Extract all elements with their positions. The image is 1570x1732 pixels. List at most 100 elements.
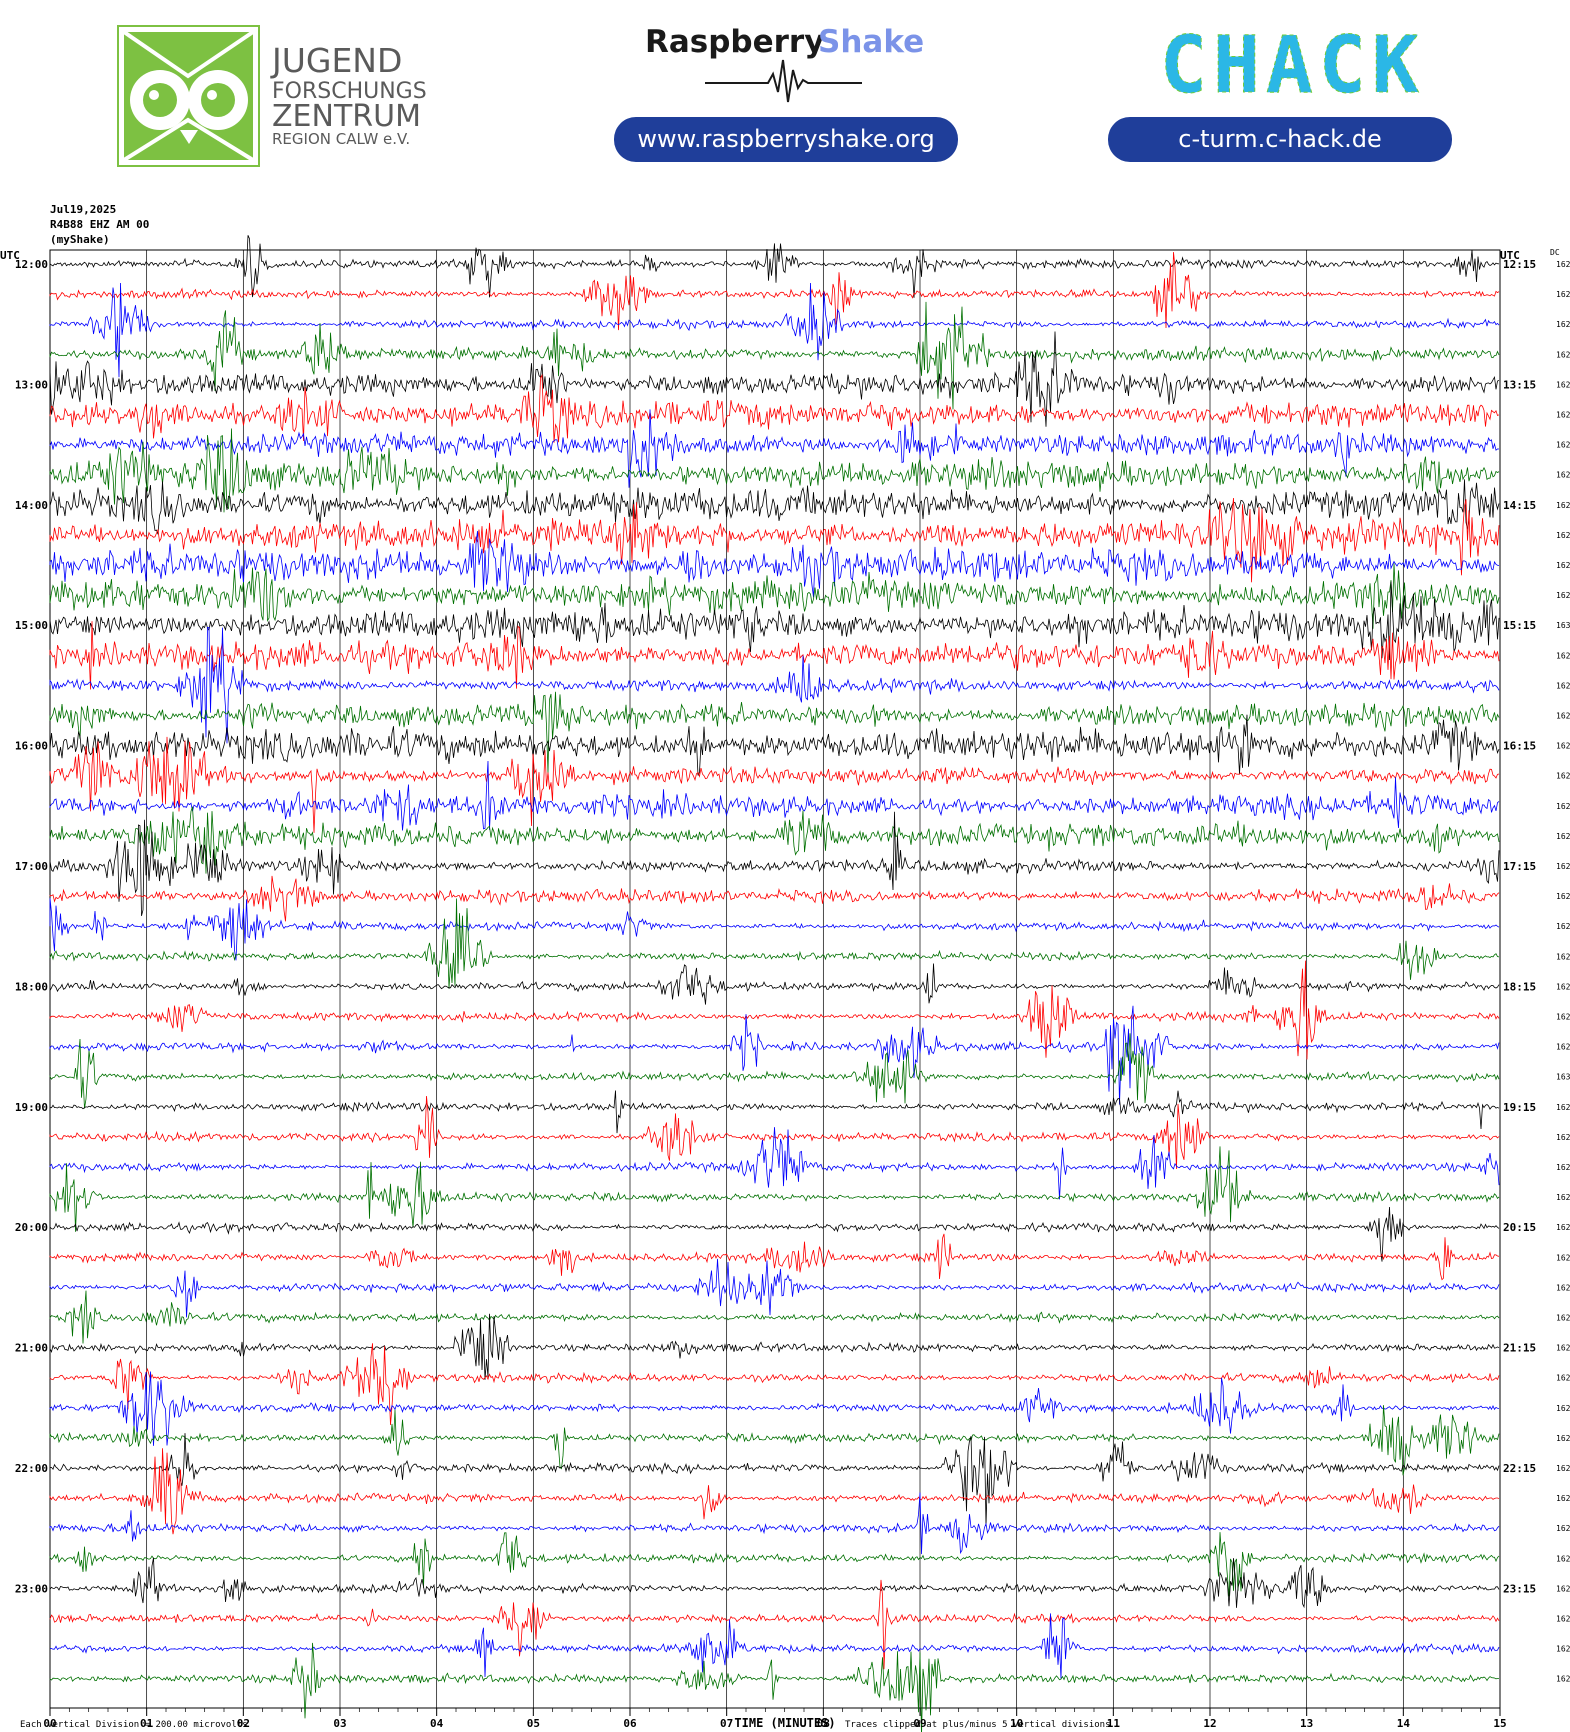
trace-line — [49, 1313, 1500, 1380]
dc-value-label: 16250 — [1556, 1434, 1570, 1443]
left-hour-label: 13:00 — [15, 378, 48, 391]
right-hour-label: 17:15 — [1503, 860, 1536, 873]
x-tick-label: 07 — [720, 1717, 733, 1730]
trace-line — [49, 1033, 1500, 1109]
seismo-wave-icon — [705, 59, 862, 103]
dc-value-label: 16249 — [1556, 320, 1570, 329]
left-hour-label: 22:00 — [15, 1462, 48, 1475]
trace-line — [49, 1642, 1499, 1732]
trace-line — [49, 1095, 1500, 1170]
x-tick-label: 13 — [1300, 1717, 1313, 1730]
dc-value-label: 16282 — [1556, 1103, 1570, 1112]
dc-value-label: 16248 — [1556, 471, 1570, 480]
shake-word: Shake — [818, 24, 924, 60]
dc-value-label: 16256 — [1556, 982, 1570, 991]
trace-line — [49, 1090, 1500, 1134]
x-tick-label: 12 — [1203, 1717, 1216, 1730]
trace-line — [49, 563, 1500, 629]
footer-scale-note: Each Vertical Division = 200.00 microvol… — [20, 1720, 248, 1730]
jfz-line4: REGION CALW e.V. — [272, 130, 410, 148]
trace-line — [49, 1557, 1500, 1609]
dc-value-label: 16283 — [1556, 651, 1570, 660]
left-hour-label: 21:00 — [15, 1342, 48, 1355]
trace-line — [49, 1233, 1500, 1281]
chack-url-pill[interactable] — [1108, 117, 1452, 162]
dc-value-label: 16259 — [1556, 832, 1570, 841]
dc-value-label: 16259 — [1556, 802, 1570, 811]
jfz-logo — [117, 25, 260, 167]
dc-value-label: 16260 — [1556, 1615, 1570, 1624]
dc-title: DC — [1550, 248, 1560, 257]
dc-value-label: 16261 — [1556, 1223, 1570, 1232]
dc-value-label: 16258 — [1556, 1013, 1570, 1022]
trace-line — [49, 479, 1500, 535]
header-branding: JUGEND FORSCHUNGS ZENTRUM REGION CALW e.… — [117, 21, 1452, 167]
trace-line — [49, 963, 1500, 1005]
trace-line — [49, 1005, 1500, 1105]
trace-line — [49, 252, 1500, 331]
trace-line — [49, 760, 1500, 831]
dc-value-label: 16268 — [1556, 501, 1570, 510]
trace-line — [49, 1206, 1500, 1262]
dc-value-label: 16269 — [1556, 1584, 1570, 1593]
dc-value-label: 16268 — [1556, 1645, 1570, 1654]
trace-line — [49, 1290, 1500, 1344]
trace-line — [49, 691, 1500, 774]
dc-value-label: 16267 — [1556, 1675, 1570, 1684]
left-hour-label: 16:00 — [15, 740, 48, 753]
jfz-line2: FORSCHUNGS — [272, 79, 427, 104]
x-tick-label: 03 — [333, 1717, 346, 1730]
dc-value-label: 16266 — [1556, 681, 1570, 690]
x-tick-label: 01 — [140, 1717, 154, 1730]
traces-group — [49, 235, 1500, 1732]
trace-line — [49, 1492, 1500, 1555]
dc-value-label: 16300 — [1556, 621, 1570, 630]
dc-value-label: 16263 — [1556, 1253, 1570, 1262]
left-hour-label: 20:00 — [15, 1221, 48, 1234]
x-tick-label: 00 — [43, 1717, 56, 1730]
trace-line — [49, 331, 1500, 427]
raspberryshake-url[interactable]: www.raspberryshake.org — [637, 125, 934, 153]
trace-line — [49, 806, 1500, 874]
station-meta: Jul19,2025 R4B88 EHZ AM 00 (myShake) — [50, 202, 149, 247]
dc-value-label: 16253 — [1556, 1374, 1570, 1383]
dc-value-label: 16266 — [1556, 260, 1570, 269]
dc-value-label: 16261 — [1556, 531, 1570, 540]
trace-line — [49, 1127, 1500, 1200]
raspberryshake-url-pill[interactable] — [614, 117, 958, 162]
trace-line — [49, 960, 1500, 1060]
trace-line — [49, 530, 1500, 598]
dc-value-label: 16268 — [1556, 1163, 1570, 1172]
trace-line — [49, 736, 1500, 833]
trace-line — [49, 1371, 1500, 1446]
trace-line — [49, 235, 1500, 298]
trace-line — [49, 301, 1500, 410]
dc-value-label: 16264 — [1556, 922, 1570, 931]
trace-line — [49, 373, 1500, 443]
dc-value-label: 16234 — [1556, 952, 1570, 961]
dc-value-label: 16260 — [1556, 411, 1570, 420]
dc-value-label: 16266 — [1556, 1133, 1570, 1142]
trace-line — [49, 1343, 1500, 1426]
right-utc-title: UTC — [1500, 249, 1520, 262]
x-tick-label: 14 — [1397, 1717, 1411, 1730]
left-hour-label: 15:00 — [15, 619, 48, 632]
trace-line — [49, 1613, 1500, 1679]
dc-value-label: 16265 — [1556, 742, 1570, 751]
dc-value-label: 16215 — [1556, 1043, 1570, 1052]
jfz-line1: JUGEND — [270, 41, 402, 80]
right-hour-label: 14:15 — [1503, 499, 1536, 512]
chack-url[interactable]: c-turm.c-hack.de — [1178, 125, 1381, 153]
right-hour-label: 16:15 — [1503, 740, 1536, 753]
dc-value-label: 16267 — [1556, 1554, 1570, 1563]
trace-line — [49, 409, 1500, 488]
left-hour-label: 12:00 — [15, 258, 48, 271]
jfz-line3: ZENTRUM — [272, 99, 421, 134]
dc-value-label: 16263 — [1556, 892, 1570, 901]
trace-line — [49, 1579, 1500, 1670]
left-hour-label: 19:00 — [15, 1101, 48, 1114]
trace-line — [49, 428, 1500, 513]
labels-group: 00 01 02 03 04 05 06 07 08 09 10 11 12 13 14 15 16266 12:… — [15, 258, 1570, 1730]
trace-line — [49, 898, 1500, 989]
trace-line — [49, 282, 1500, 378]
